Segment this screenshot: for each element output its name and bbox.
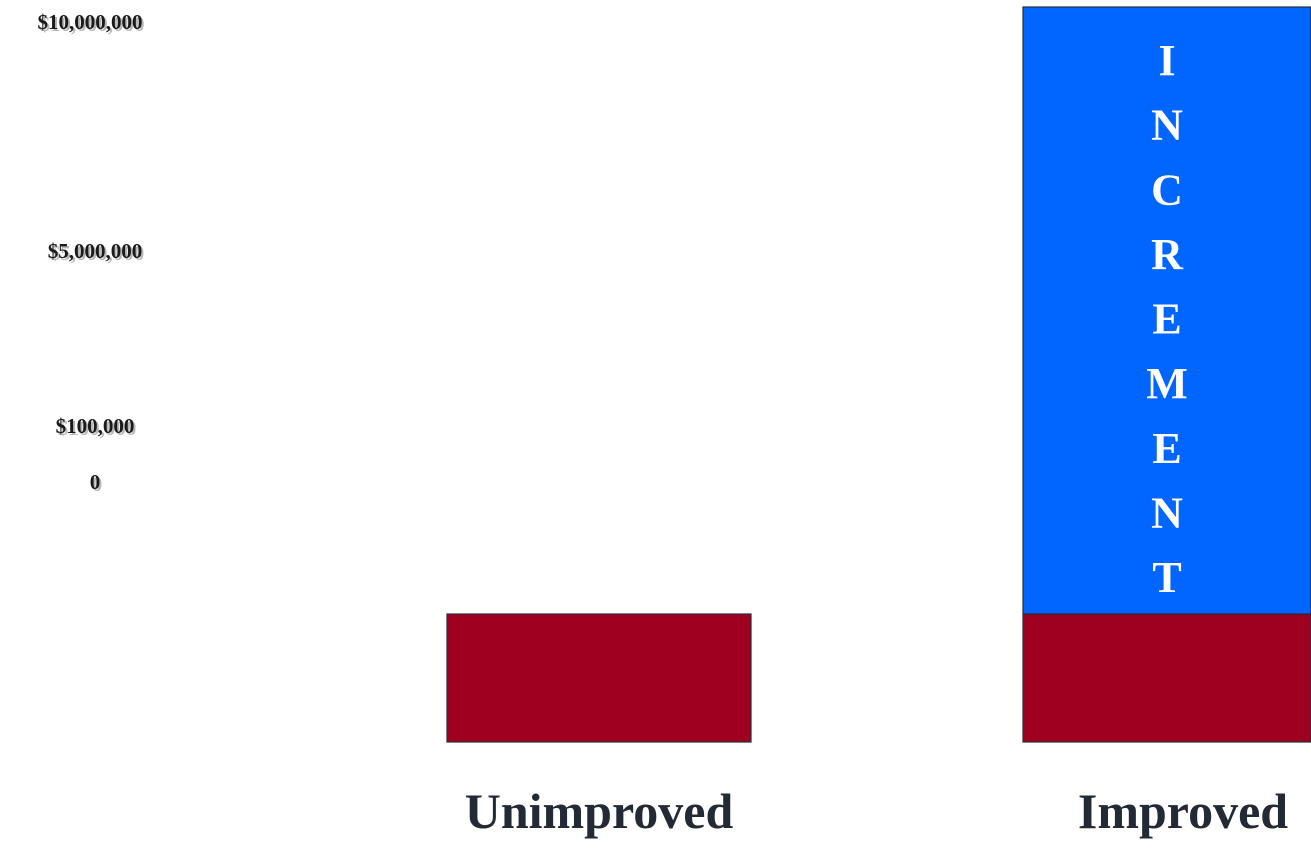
bar-segment-base: [1022, 613, 1311, 743]
y-tick-label-shadow: $10,000,000: [40, 12, 145, 36]
y-tick-label: $100,000: [56, 414, 135, 438]
segment-label-letter: E: [1152, 424, 1181, 473]
segment-label-letter: E: [1152, 295, 1181, 344]
category-label: Improved: [1078, 783, 1288, 839]
y-tick-label: $5,000,000: [48, 239, 143, 263]
category-labels: Unimproved Improved: [465, 783, 1289, 839]
segment-label-letter: T: [1152, 553, 1181, 602]
segment-label-letter: R: [1151, 230, 1184, 279]
y-tick-label-shadow: $5,000,000: [50, 241, 145, 265]
y-tick-label-shadow: $100,000: [58, 416, 137, 440]
y-tick-label-shadow: 0: [92, 472, 103, 496]
segment-label-letter: C: [1151, 165, 1183, 214]
y-axis-ticks: $10,000,000$10,000,000$5,000,000$5,000,0…: [38, 10, 145, 496]
bar-segment-base: [446, 613, 752, 743]
segment-label-letter: N: [1151, 488, 1183, 537]
y-tick-label: $10,000,000: [38, 10, 143, 34]
segment-label-letter: M: [1146, 359, 1188, 408]
bar-segment-increment: [1022, 6, 1311, 615]
segment-label-letter: I: [1158, 36, 1175, 85]
y-tick-label: 0: [90, 470, 101, 494]
bars: [446, 6, 1311, 743]
category-label: Unimproved: [465, 783, 734, 839]
segment-label-letter: N: [1151, 101, 1183, 150]
